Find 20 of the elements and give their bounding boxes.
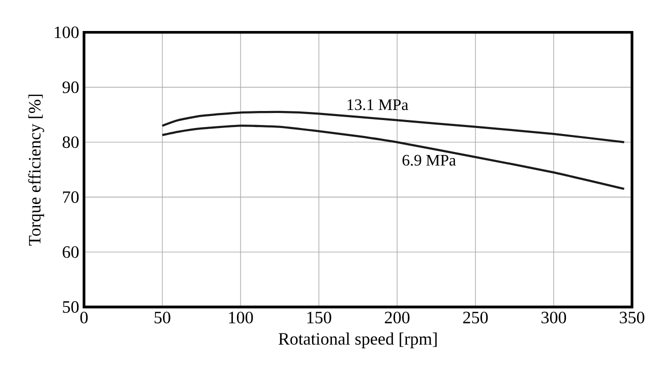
series-label: 13.1 MPa (348, 99, 408, 110)
y-tick-label: 70 (63, 191, 79, 203)
line-series (161, 124, 626, 190)
x-tick-label: 200 (384, 312, 410, 324)
x-axis-title: Rotational speed [rpm] (278, 332, 437, 348)
y-tick-label: 50 (62, 301, 79, 313)
x-tick-label: 100 (229, 312, 253, 324)
x-tick-label: 150 (307, 312, 332, 324)
y-axis-title: Torque efficiency [%] (28, 94, 44, 246)
series-label: 6.9 MPa (402, 154, 456, 166)
line-series (161, 110, 626, 144)
y-tick-label: 90 (62, 81, 79, 94)
y-tick-label: 60 (62, 246, 79, 258)
x-tick-label: 300 (542, 312, 566, 324)
x-tick-label: 0 (80, 312, 88, 324)
x-tick-label: 50 (154, 312, 170, 324)
y-tick-label: 100 (54, 26, 79, 38)
y-tick-label: 80 (62, 136, 79, 148)
x-tick-label: 250 (463, 312, 488, 324)
x-tick-label: 350 (620, 312, 644, 324)
